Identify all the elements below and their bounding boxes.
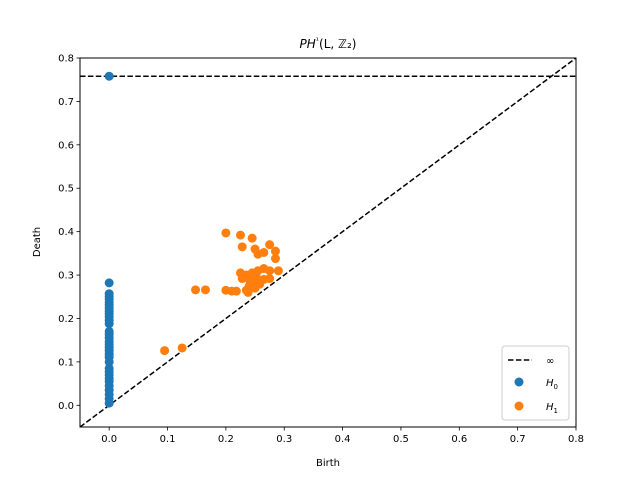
y-tick-label: 0.7 bbox=[58, 97, 74, 108]
h0-point bbox=[104, 357, 114, 367]
h1-point bbox=[191, 285, 201, 295]
h0-point bbox=[104, 319, 114, 329]
h1-point bbox=[235, 230, 245, 240]
h0-point bbox=[104, 278, 114, 288]
h1-point bbox=[270, 254, 280, 264]
plot-frame bbox=[79, 57, 577, 428]
h1-point bbox=[265, 274, 275, 284]
h1-point bbox=[237, 274, 247, 284]
h1-point bbox=[237, 242, 247, 252]
y-tick-label: 0.4 bbox=[58, 227, 74, 238]
x-axis-ticks: 0.0 0.1 0.2 0.3 0.4 0.5 0.6 0.7 0.8 bbox=[101, 427, 584, 445]
series-h0 bbox=[104, 71, 114, 408]
x-tick-label: 0.2 bbox=[218, 434, 234, 445]
x-tick-label: 0.8 bbox=[568, 434, 584, 445]
legend-h0-marker bbox=[514, 377, 524, 387]
diagonal-line bbox=[80, 58, 576, 427]
x-tick-label: 0.6 bbox=[451, 434, 467, 445]
h1-point bbox=[243, 287, 253, 297]
legend-h1-marker bbox=[514, 401, 524, 411]
legend: ∞ H0 H1 bbox=[501, 345, 570, 421]
series-h1 bbox=[160, 228, 283, 356]
y-tick-label: 0.8 bbox=[58, 54, 74, 65]
chart-title: PH¹(L, ℤ₂) bbox=[300, 36, 357, 51]
h0-point bbox=[104, 398, 114, 408]
y-axis-ticks: 0.0 0.1 0.2 0.3 0.4 0.5 0.6 0.7 0.8 bbox=[58, 54, 80, 412]
h1-point bbox=[265, 266, 275, 276]
x-tick-label: 0.4 bbox=[335, 434, 351, 445]
y-tick-label: 0.3 bbox=[58, 271, 74, 282]
legend-h0-label: H0 bbox=[546, 378, 558, 391]
legend-h1-label: H1 bbox=[546, 402, 558, 415]
legend-box bbox=[501, 345, 570, 421]
h1-point bbox=[273, 266, 283, 276]
h1-point bbox=[177, 343, 187, 353]
y-tick-label: 0.1 bbox=[58, 357, 74, 368]
x-tick-label: 0.5 bbox=[393, 434, 409, 445]
y-tick-label: 0.0 bbox=[58, 401, 74, 412]
h1-point bbox=[221, 228, 231, 238]
y-tick-label: 0.5 bbox=[58, 184, 74, 195]
x-tick-label: 0.0 bbox=[101, 434, 117, 445]
data-points bbox=[104, 71, 283, 408]
h1-point bbox=[270, 246, 280, 256]
y-tick-label: 0.2 bbox=[58, 314, 74, 325]
h1-point bbox=[247, 233, 257, 243]
x-tick-label: 0.1 bbox=[160, 434, 176, 445]
h1-point bbox=[231, 286, 241, 296]
y-tick-label: 0.6 bbox=[58, 140, 74, 151]
h1-point bbox=[259, 247, 269, 257]
y-axis-label: Death bbox=[32, 227, 43, 257]
legend-infinity-label: ∞ bbox=[546, 356, 554, 367]
h0-point bbox=[104, 71, 114, 81]
x-axis-label: Birth bbox=[316, 458, 340, 469]
h1-point bbox=[160, 346, 170, 356]
h1-point bbox=[250, 283, 260, 293]
x-tick-label: 0.7 bbox=[510, 434, 526, 445]
h1-point bbox=[200, 285, 210, 295]
reference-lines bbox=[80, 58, 576, 427]
h1-point bbox=[265, 240, 275, 250]
x-tick-label: 0.3 bbox=[276, 434, 292, 445]
